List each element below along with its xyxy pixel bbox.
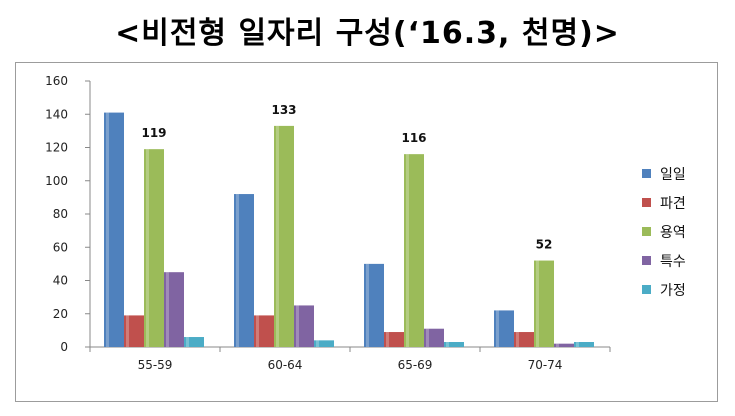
bar-파견-55-59 — [124, 315, 144, 347]
bar-highlight — [576, 342, 579, 347]
legend-label-용역: 용역 — [660, 225, 686, 241]
bar-파견-70-74 — [514, 332, 534, 347]
data-label: 116 — [401, 131, 426, 145]
bar-일일-55-59 — [104, 112, 124, 348]
legend-swatch-일일 — [642, 169, 651, 178]
bar-highlight — [366, 263, 369, 347]
y-tick-label: 80 — [53, 207, 68, 221]
bar-highlight — [386, 332, 389, 347]
bar-highlight — [536, 260, 539, 347]
bar-가정-55-59 — [184, 337, 204, 347]
bar-highlight — [556, 343, 559, 347]
bar-highlight — [316, 340, 319, 347]
bar-특수-55-59 — [164, 272, 184, 347]
legend-swatch-용역 — [642, 227, 651, 236]
bar-highlight — [166, 272, 169, 347]
bar-highlight — [446, 342, 449, 347]
legend-swatch-가정 — [642, 285, 651, 294]
bar-highlight — [406, 154, 409, 347]
bar-용역-55-59 — [144, 149, 164, 347]
bar-일일-65-69 — [364, 263, 384, 347]
legend-label-가정: 가정 — [660, 283, 686, 299]
bar-highlight — [426, 328, 429, 347]
y-tick-label: 140 — [45, 107, 68, 121]
bar-용역-65-69 — [404, 154, 424, 347]
bar-가정-65-69 — [444, 342, 464, 347]
x-tick-label: 70-74 — [528, 358, 563, 372]
y-tick-label: 100 — [45, 174, 68, 188]
bar-highlight — [256, 315, 259, 347]
bar-파견-60-64 — [254, 315, 274, 347]
y-tick-label: 160 — [45, 74, 68, 88]
legend-label-일일: 일일 — [660, 167, 686, 183]
bar-highlight — [126, 315, 129, 347]
legend-swatch-파견 — [642, 198, 651, 207]
legend-swatch-특수 — [642, 256, 651, 265]
bar-highlight — [276, 125, 279, 347]
x-tick-label: 60-64 — [268, 358, 303, 372]
bar-highlight — [496, 310, 499, 347]
bar-가정-60-64 — [314, 340, 334, 347]
data-label: 52 — [536, 238, 553, 252]
bar-일일-60-64 — [234, 194, 254, 347]
bar-가정-70-74 — [574, 342, 594, 347]
bar-highlight — [186, 337, 189, 347]
bar-highlight — [296, 305, 299, 347]
bar-용역-70-74 — [534, 260, 554, 347]
data-label: 119 — [141, 126, 166, 140]
y-tick-label: 60 — [53, 240, 68, 254]
y-tick-label: 0 — [60, 340, 68, 354]
bar-highlight — [236, 194, 239, 347]
y-tick-label: 40 — [53, 274, 68, 288]
bar-특수-65-69 — [424, 328, 444, 347]
bar-특수-60-64 — [294, 305, 314, 347]
bar-highlight — [146, 149, 149, 347]
bar-highlight — [516, 332, 519, 347]
y-tick-label: 20 — [53, 307, 68, 321]
legend-label-파견: 파견 — [660, 196, 686, 212]
y-tick-label: 120 — [45, 141, 68, 155]
chart-title: <비전형 일자리 구성(‘16.3, 천명)> — [115, 16, 620, 51]
bar-일일-70-74 — [494, 310, 514, 347]
bar-파견-65-69 — [384, 332, 404, 347]
x-tick-label: 55-59 — [138, 358, 173, 372]
bar-용역-60-64 — [274, 125, 294, 347]
x-tick-label: 65-69 — [398, 358, 433, 372]
legend-label-특수: 특수 — [660, 254, 686, 270]
data-label: 133 — [271, 103, 296, 117]
bar-highlight — [106, 112, 109, 348]
bar-특수-70-74 — [554, 343, 574, 347]
